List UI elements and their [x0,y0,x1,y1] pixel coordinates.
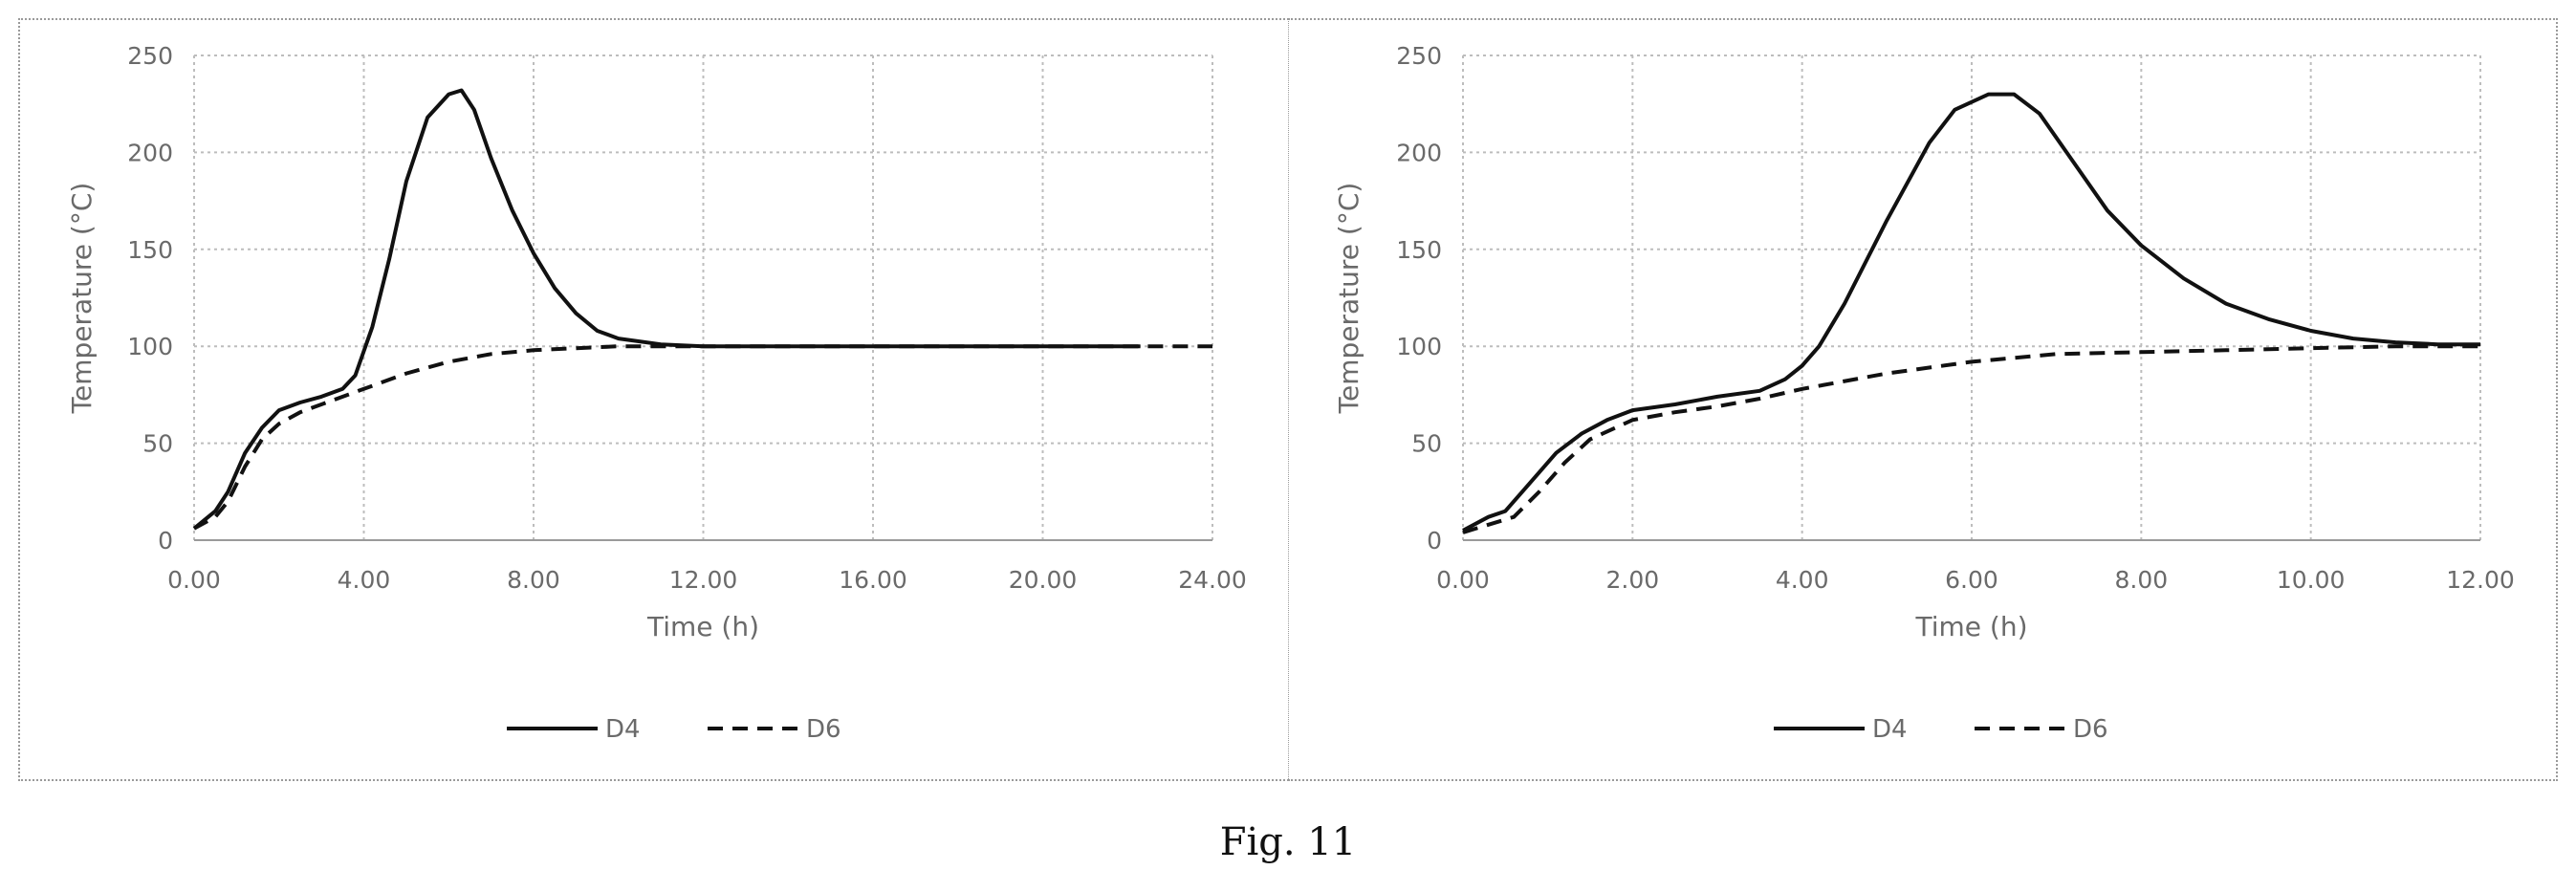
x-tick-label: 0.00 [1436,566,1490,594]
y-tick-label: 0 [1427,527,1442,555]
x-tick-label: 8.00 [2114,566,2168,594]
y-tick-label: 150 [127,236,173,264]
y-tick-label: 100 [127,333,173,360]
series-line-d6 [1462,344,2480,534]
x-tick-label: 4.00 [338,566,391,594]
x-tick-label: 12.00 [2446,566,2515,594]
y-tick-label: 250 [127,42,173,70]
legend-label-d4: D4 [605,715,641,744]
x-axis-title: Time (h) [1914,611,2027,642]
y-tick-label: 50 [142,430,173,458]
chart-left: 0 50 100 150 200 250 0.00 4.00 8.00 12.00 16.00 20.… [66,42,1247,744]
figure-caption: Fig. 11 [1219,820,1357,864]
legend-label-d4: D4 [1872,715,1908,744]
x-tick-label: 10.00 [2277,566,2346,594]
y-axis-title: Temperature (°C) [1333,183,1364,415]
y-tick-label: 200 [1396,139,1442,166]
y-tick-label: 250 [1396,42,1442,70]
y-tick-label: 50 [1411,430,1442,458]
legend-label-d6: D6 [806,715,841,744]
x-tick-label: 16.00 [839,566,907,594]
series-line-d6 [193,344,1212,531]
series-line-d4 [1462,92,2480,533]
y-tick-label: 100 [1396,333,1442,360]
y-tick-label: 150 [1396,236,1442,264]
x-tick-label: 24.00 [1178,566,1247,594]
legend-label-d6: D6 [2073,715,2108,744]
y-axis-title: Temperature (°C) [66,183,98,415]
chart-right: 0 50 100 150 200 250 0.00 2.00 4.00 6.00 8.00 10.00… [1333,42,2515,744]
y-tick-label: 0 [158,527,173,555]
x-tick-label: 8.00 [507,566,560,594]
x-tick-label: 12.00 [669,566,738,594]
x-tick-label: 20.00 [1009,566,1078,594]
chart-panel-right [1288,18,2558,781]
x-tick-label: 4.00 [1776,566,1829,594]
x-tick-label: 6.00 [1945,566,1998,594]
x-tick-label: 0.00 [167,566,221,594]
x-axis-title: Time (h) [646,611,759,642]
x-tick-label: 2.00 [1605,566,1659,594]
series-line-d4 [192,88,1141,531]
y-tick-label: 200 [127,139,173,166]
